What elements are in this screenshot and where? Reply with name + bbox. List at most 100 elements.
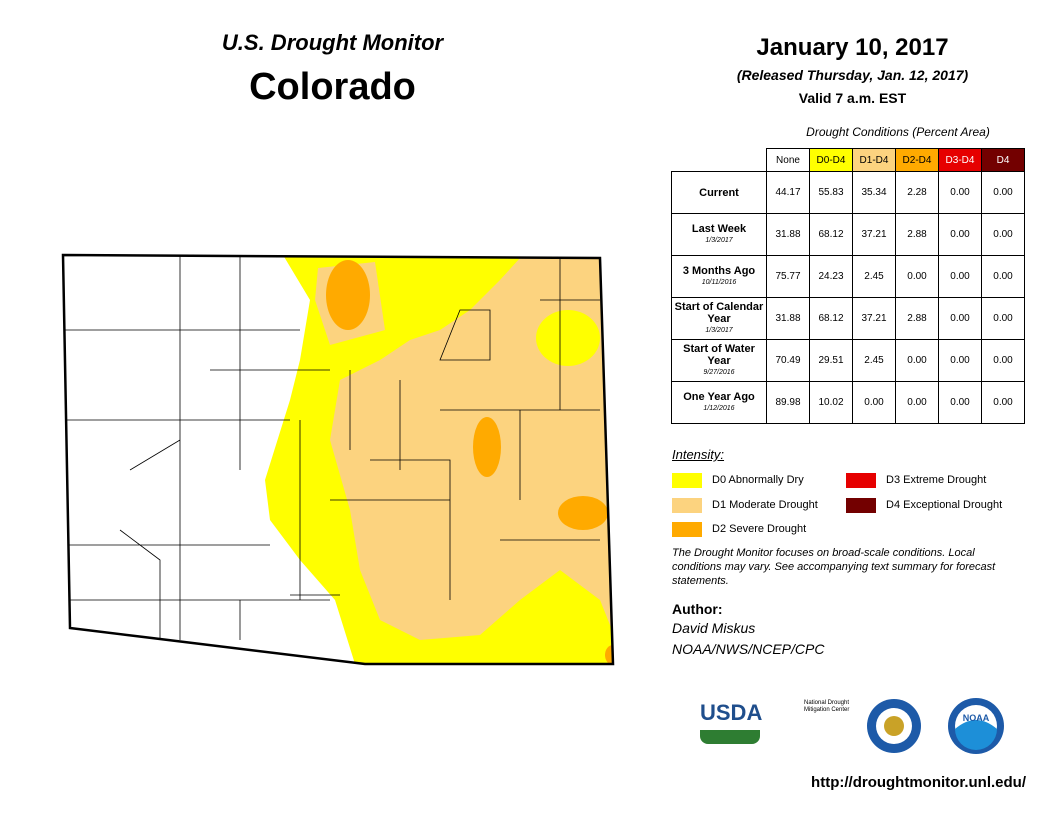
column-header: D0-D4 [809, 148, 853, 172]
row-label: Current [671, 171, 767, 214]
column-header: D1-D4 [852, 148, 896, 172]
legend-swatch [672, 522, 702, 537]
noaa-logo: NOAA [948, 698, 1004, 754]
table-row: Start of Calendar Year 1/3/2017 31.88 68.12… [671, 297, 1025, 340]
cell: 68.12 [809, 213, 853, 256]
url: http://droughtmonitor.unl.edu/ [811, 774, 1026, 791]
cell: 37.21 [852, 213, 896, 256]
column-header: None [766, 148, 810, 172]
legend-swatch [672, 498, 702, 513]
cell: 89.98 [766, 381, 810, 424]
state-name: Colorado [249, 66, 416, 108]
row-name: One Year Ago [683, 390, 755, 403]
cell: 0.00 [852, 381, 896, 424]
legend-label: D2 Severe Drought [712, 523, 807, 535]
cell: 0.00 [981, 339, 1025, 382]
table-caption: Drought Conditions (Percent Area) [806, 125, 990, 139]
row-label: Start of Calendar Year 1/3/2017 [671, 297, 767, 340]
usda-text: USDA [700, 700, 763, 725]
cell: 2.28 [895, 171, 939, 214]
cell: 0.00 [938, 381, 982, 424]
legend-label: D0 Abnormally Dry [712, 474, 804, 486]
cell: 0.00 [981, 213, 1025, 256]
usda-band [700, 730, 760, 744]
legend-swatch [846, 473, 876, 488]
row-name: Last Week [691, 222, 747, 235]
cell: 35.34 [852, 171, 896, 214]
cell: 70.49 [766, 339, 810, 382]
legend-title: Intensity: [672, 447, 725, 462]
cell: 0.00 [895, 255, 939, 298]
author-name: David Miskus [672, 620, 756, 636]
row-name: Current [699, 186, 739, 199]
legend-label: D3 Extreme Drought [886, 474, 987, 486]
author-org: NOAA/NWS/NCEP/CPC [672, 641, 825, 657]
corner-cell [672, 149, 767, 172]
cell: 75.77 [766, 255, 810, 298]
author-heading: Author: [672, 601, 723, 617]
cell: 31.88 [766, 297, 810, 340]
cell: 0.00 [895, 381, 939, 424]
cell: 10.02 [809, 381, 853, 424]
cell: 0.00 [981, 171, 1025, 214]
state-outline [61, 253, 615, 666]
column-header: D2-D4 [895, 148, 939, 172]
cell: 0.00 [938, 171, 982, 214]
table-row: 3 Months Ago 10/11/2016 75.77 24.23 2.45 0.00… [671, 255, 1025, 298]
legend-swatch [846, 498, 876, 513]
drought-areas [63, 255, 613, 664]
noaa-text: NOAA [963, 713, 990, 723]
cell: 55.83 [809, 171, 853, 214]
cell: 44.17 [766, 171, 810, 214]
table-row: One Year Ago 1/12/2016 89.98 10.02 0.00 0.00 0… [671, 381, 1025, 424]
ndmc-logo: National Drought Mitigation Center [790, 700, 859, 714]
note: The Drought Monitor focuses on broad-sca… [672, 547, 996, 587]
released: (Released Thursday, Jan. 12, 2017) [736, 67, 969, 83]
row-date: 1/12/2016 [703, 404, 735, 412]
row-name: 3 Months Ago [682, 264, 756, 277]
column-header: D4 [981, 148, 1025, 172]
row-date: 1/3/2017 [705, 236, 733, 244]
cell: 0.00 [938, 213, 982, 256]
table-row: Current 44.17 55.83 35.34 2.28 0.00 0.00 [671, 171, 1025, 214]
cell: 0.00 [895, 339, 939, 382]
cell: 0.00 [981, 381, 1025, 424]
row-date: 10/11/2016 [701, 278, 737, 286]
row-label: 3 Months Ago 10/11/2016 [671, 255, 767, 298]
cell: 2.45 [852, 339, 896, 382]
ndmc-text: National Drought Mitigation Center [804, 700, 850, 713]
legend-label: D4 Exceptional Drought [886, 499, 1003, 511]
cell: 2.45 [852, 255, 896, 298]
cell: 68.12 [809, 297, 853, 340]
row-label: Start of Water Year 9/27/2016 [671, 339, 767, 382]
cell: 0.00 [938, 255, 982, 298]
cell: 0.00 [938, 339, 982, 382]
row-date: 1/3/2017 [705, 326, 733, 334]
row-name: Start of Calendar Year [674, 300, 764, 325]
usda-logo: USDA [700, 700, 763, 745]
cell: 2.88 [895, 213, 939, 256]
row-label: One Year Ago 1/12/2016 [671, 381, 767, 424]
conditions-table: None D0-D4 D1-D4 D2-D4 D3-D4 D4 Current 44.17 55… [671, 148, 1025, 424]
table-row: Last Week 1/3/2017 31.88 68.12 37.21 2.88 0.00… [671, 213, 1025, 256]
row-name: Start of Water Year [683, 342, 755, 367]
doc-seal [867, 699, 921, 753]
cell: 31.88 [766, 213, 810, 256]
cell: 0.00 [981, 297, 1025, 340]
column-header: D3-D4 [938, 148, 982, 172]
valid: Valid 7 a.m. EST [798, 90, 907, 106]
row-date: 9/27/2016 [703, 368, 735, 376]
header-row: None D0-D4 D1-D4 D2-D4 D3-D4 D4 [672, 148, 1025, 172]
cell: 37.21 [852, 297, 896, 340]
cell: 0.00 [938, 297, 982, 340]
title: U.S. Drought Monitor [221, 30, 444, 55]
date: January 10, 2017 [756, 34, 949, 61]
map [61, 253, 615, 666]
row-label: Last Week 1/3/2017 [671, 213, 767, 256]
cell: 0.00 [981, 255, 1025, 298]
cell: 24.23 [809, 255, 853, 298]
table-row: Start of Water Year 9/27/2016 70.49 29.51 2.… [671, 339, 1025, 382]
cell: 29.51 [809, 339, 853, 382]
legend-swatch [672, 473, 702, 488]
